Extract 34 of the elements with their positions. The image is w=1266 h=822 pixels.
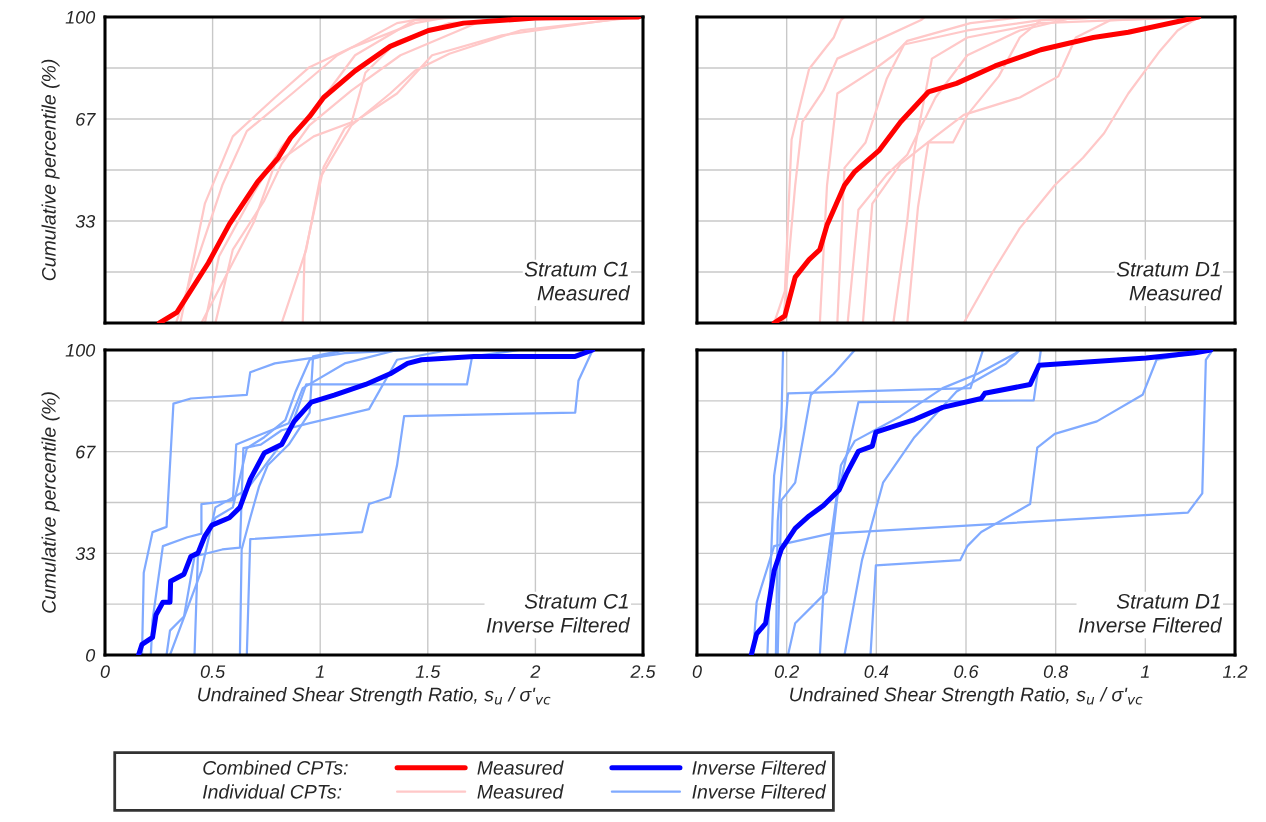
y-axis-title: Cumulative percentile (%) bbox=[41, 392, 60, 613]
annotation: Stratum C1 Measured bbox=[524, 261, 631, 301]
x-tick-label: 1.2 bbox=[1222, 665, 1248, 678]
y-tick-label: 100 bbox=[65, 10, 96, 24]
annotation: Stratum C1 Inverse Filtered bbox=[486, 593, 631, 633]
annotation: Stratum D1 Inverse Filtered bbox=[1078, 593, 1223, 633]
legend-label: Inverse Filtered bbox=[692, 760, 827, 775]
y-tick-label: 33 bbox=[75, 547, 96, 561]
y-tick-label: 0 bbox=[86, 648, 96, 662]
x-tick-label: 1.5 bbox=[415, 665, 441, 678]
y-axis-title: Cumulative percentile (%) bbox=[41, 59, 60, 281]
x-axis-title: Undrained Shear Strength Ratio, s$_{u}$ / σ'$_{vc}$ bbox=[198, 687, 551, 706]
x-tick-label: 1 bbox=[1140, 665, 1149, 678]
x-tick-label: 0.8 bbox=[1043, 665, 1069, 678]
legend-label: Measured bbox=[477, 760, 564, 775]
x-tick-label: 0 bbox=[100, 665, 110, 678]
y-tick-label: 100 bbox=[65, 343, 96, 357]
y-tick-label: 33 bbox=[75, 214, 96, 228]
x-tick-label: 1 bbox=[315, 665, 324, 678]
x-tick-label: 2 bbox=[530, 665, 541, 678]
x-tick-label: 2.5 bbox=[630, 665, 656, 678]
x-tick-label: 0.5 bbox=[200, 665, 226, 678]
y-tick-label: 67 bbox=[76, 112, 96, 126]
x-axis-title: Undrained Shear Strength Ratio, s$_{u}$ / σ'$_{vc}$ bbox=[790, 687, 1143, 706]
text: Individual CPTs: bbox=[202, 784, 342, 799]
text: Combined CPTs: bbox=[203, 760, 348, 775]
legend-label: Inverse Filtered bbox=[692, 784, 827, 799]
y-tick-label: 67 bbox=[76, 445, 96, 459]
legend-label: Measured bbox=[477, 784, 564, 799]
x-tick-label: 0 bbox=[692, 665, 702, 678]
x-tick-label: 0.4 bbox=[864, 665, 889, 678]
x-tick-label: 0.6 bbox=[954, 665, 979, 678]
annotation: Stratum D1 Measured bbox=[1116, 261, 1223, 301]
x-tick-label: 0.2 bbox=[774, 665, 799, 678]
